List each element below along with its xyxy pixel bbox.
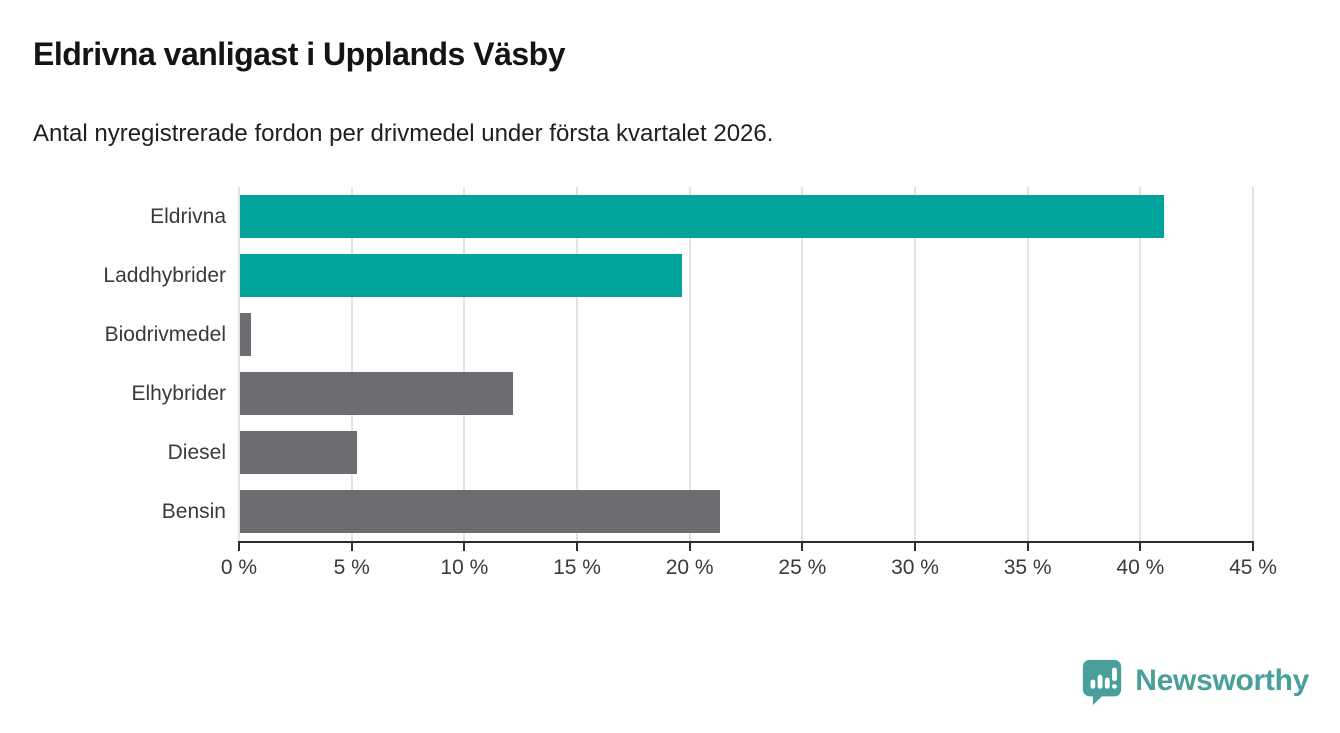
newsworthy-logo-text: Newsworthy bbox=[1135, 664, 1309, 697]
x-tick-label-5: 5 % bbox=[333, 556, 370, 579]
x-tick-label-35: 35 % bbox=[1003, 556, 1052, 579]
gridline-35 bbox=[1026, 187, 1029, 541]
gridline-10 bbox=[463, 187, 466, 541]
x-tick-label-10: 10 % bbox=[440, 556, 489, 579]
x-tick-label-40: 40 % bbox=[1116, 556, 1165, 579]
gridline-5 bbox=[350, 187, 353, 541]
x-tick-label-20: 20 % bbox=[665, 556, 714, 579]
gridline-25 bbox=[801, 187, 804, 541]
bar-diesel bbox=[240, 431, 358, 474]
bar-eldrivna bbox=[240, 195, 1164, 238]
category-label-biodrivmedel: Biodrivmedel bbox=[104, 322, 226, 346]
gridline-20 bbox=[688, 187, 691, 541]
bar-elhybrider bbox=[240, 372, 513, 415]
x-tick-label-45: 45 % bbox=[1229, 556, 1277, 579]
x-tick-label-25: 25 % bbox=[778, 556, 827, 579]
plot-area bbox=[238, 187, 1254, 541]
category-label-bensin: Bensin bbox=[161, 499, 226, 523]
x-tick-20 bbox=[688, 541, 691, 551]
newsworthy-logo-icon bbox=[1083, 659, 1122, 705]
bar-laddhybrider bbox=[240, 254, 682, 297]
gridline-45 bbox=[1252, 187, 1254, 541]
gridline-40 bbox=[1139, 187, 1142, 541]
x-tick-15 bbox=[576, 541, 578, 551]
category-label-laddhybrider: Laddhybrider bbox=[103, 263, 226, 287]
category-label-elhybrider: Elhybrider bbox=[131, 381, 226, 405]
chart-title: Eldrivna vanligast i Upplands Väsby bbox=[33, 36, 566, 72]
gridline-0 bbox=[238, 187, 240, 541]
chart-subtitle: Antal nyregistrerade fordon per drivmede… bbox=[33, 120, 774, 147]
bar-bensin bbox=[240, 490, 720, 533]
x-tick-label-15: 15 % bbox=[553, 556, 601, 579]
x-tick-5 bbox=[350, 541, 353, 551]
x-axis-line bbox=[238, 541, 1254, 543]
x-tick-label-0: 0 % bbox=[220, 556, 258, 579]
category-label-diesel: Diesel bbox=[167, 440, 226, 464]
x-tick-25 bbox=[801, 541, 804, 551]
x-tick-35 bbox=[1026, 541, 1029, 551]
category-label-eldrivna: Eldrivna bbox=[150, 204, 226, 228]
bar-biodrivmedel bbox=[240, 313, 252, 356]
x-tick-40 bbox=[1139, 541, 1142, 551]
gridline-30 bbox=[913, 187, 916, 541]
x-tick-45 bbox=[1252, 541, 1254, 551]
gridline-15 bbox=[575, 187, 578, 541]
newsworthy-logo: Newsworthy bbox=[1079, 657, 1309, 705]
x-tick-30 bbox=[914, 541, 916, 551]
x-tick-10 bbox=[463, 541, 466, 551]
x-tick-0 bbox=[238, 541, 240, 551]
x-tick-label-30: 30 % bbox=[891, 556, 939, 579]
